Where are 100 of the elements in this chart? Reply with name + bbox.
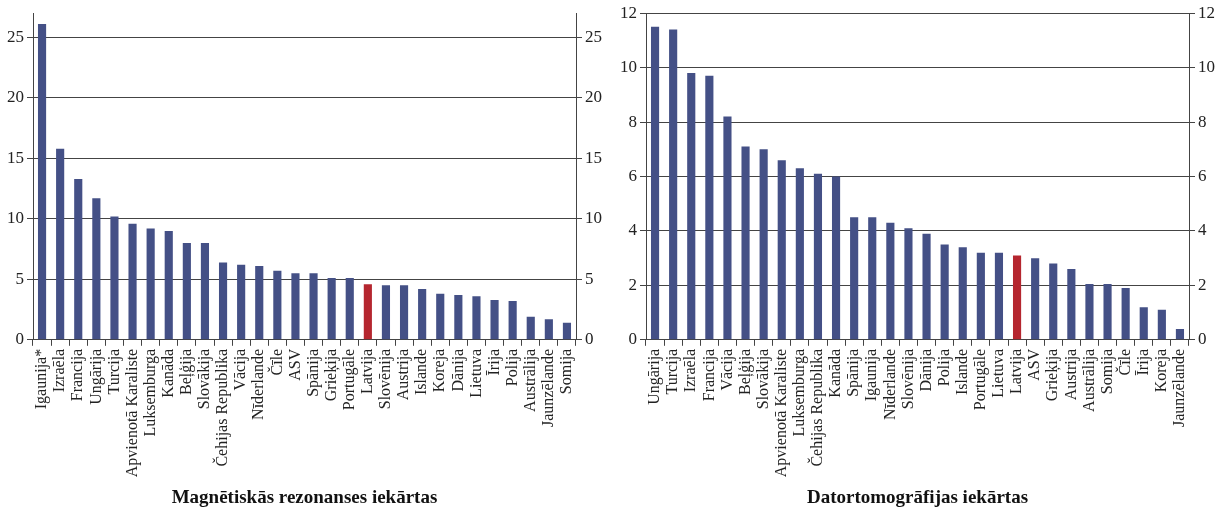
bar [958, 247, 967, 340]
y2-tick-label: 4 [1198, 220, 1207, 240]
x-tick-label: Spānija [844, 348, 863, 397]
bar [363, 284, 372, 340]
bar [291, 273, 300, 340]
bar [436, 293, 445, 340]
bar [508, 301, 517, 340]
bar [759, 149, 768, 340]
y2-tick-label: 10 [585, 208, 602, 228]
bar [490, 299, 499, 340]
bar [813, 173, 823, 340]
bar [1175, 328, 1185, 340]
bar [309, 273, 318, 340]
y2-tick-label: 5 [585, 268, 594, 288]
y2-tick-label: 0 [1198, 329, 1207, 349]
y-tick-label: 5 [15, 268, 24, 288]
bar [218, 262, 228, 340]
bar [273, 270, 282, 340]
bar [472, 296, 481, 340]
bar [904, 228, 913, 340]
bar [345, 278, 354, 340]
y-tick-label: 25 [7, 26, 24, 46]
x-tick-label: Islande [412, 348, 430, 395]
bar [37, 24, 47, 340]
y-tick-label: 0 [628, 329, 637, 349]
bar [687, 73, 696, 340]
bar [74, 178, 83, 340]
bar [650, 26, 660, 340]
bar [146, 228, 155, 340]
x-tick-label: Turcija [663, 348, 682, 395]
x-tick-label: Īrija [1133, 348, 1152, 376]
x-tick-label: Vācija [717, 348, 736, 391]
bar [976, 252, 985, 340]
y-tick-label: 8 [628, 111, 637, 131]
x-tick-label: Dānija [448, 348, 467, 392]
bar [1139, 307, 1148, 340]
text: Magnētiskās rezonanses iekārtas [171, 485, 438, 507]
bar [777, 160, 786, 340]
x-tick-label: Beļģija [735, 348, 754, 396]
bar [1085, 284, 1094, 340]
y-tick-label: 0 [15, 329, 24, 349]
x-tick-label: Apvienotā Karaliste [122, 348, 141, 478]
bar [994, 252, 1004, 340]
x-tick-label: Čehijas Republika [212, 348, 232, 467]
x-tick-label: Austrālija [1079, 348, 1098, 412]
x-tick-label: Dānija [916, 348, 935, 392]
x-tick-label: Francija [699, 348, 718, 402]
x-tick-label: Latvija [1007, 348, 1026, 395]
bar [868, 217, 877, 340]
x-tick-label: Nīderlande [880, 348, 898, 420]
x-tick-label: Slovēnija [898, 348, 917, 410]
x-tick-label: Apvienotā Karaliste [771, 348, 790, 478]
bar [705, 75, 714, 340]
x-tick-label: Īrija [484, 348, 503, 376]
x-tick-label: Nīderlande [249, 348, 267, 420]
x-tick-label: Čehijas Republika [807, 348, 827, 467]
y2-tick-label: 20 [585, 87, 602, 107]
x-tick-label: Luksemburga [790, 348, 809, 437]
bar [562, 322, 572, 340]
x-tick-label: Austrija [1061, 348, 1080, 401]
bar [381, 285, 391, 340]
x-tick-label: Slovēnija [376, 348, 395, 410]
x-tick-label: Islande [952, 348, 970, 395]
y2-tick-label: 2 [1198, 274, 1207, 294]
y2-tick-label: 15 [585, 147, 602, 167]
x-tick-label: Izraēla [681, 348, 699, 393]
bar [723, 116, 732, 340]
y-tick-label: 12 [620, 2, 637, 22]
bar [110, 216, 119, 340]
bar [940, 244, 949, 340]
bar [399, 285, 409, 340]
bar [1157, 309, 1166, 340]
y-tick-label: 4 [628, 220, 638, 240]
y-tick-label: 10 [7, 208, 24, 228]
x-tick-label: Francija [68, 348, 87, 402]
bar [92, 198, 101, 340]
bar [850, 217, 859, 340]
bar [164, 230, 173, 340]
y-tick-label: 20 [7, 87, 24, 107]
bar [669, 29, 678, 340]
text: Datortomogrāfijas iekārtas [806, 485, 1029, 507]
x-tick-label: Jaunzēlande [1170, 348, 1188, 427]
x-tick-label: Slovākija [195, 348, 214, 410]
x-tick-label: Igaunija* [32, 348, 51, 410]
x-tick-label: Somija [1097, 348, 1116, 395]
bar [526, 316, 535, 340]
bar [886, 222, 895, 340]
bar [1103, 284, 1112, 340]
bar [795, 168, 804, 340]
y2-tick-label: 25 [585, 26, 602, 46]
x-tick-label: Latvija [358, 348, 377, 395]
x-tick-label: Koreja [1152, 348, 1171, 393]
x-tick-label: ASV [285, 348, 303, 381]
bar [1031, 258, 1040, 340]
x-tick-label: Koreja [430, 348, 449, 393]
x-tick-label: Spānija [303, 348, 322, 397]
x-tick-label: Austrija [394, 348, 413, 401]
y-tick-label: 2 [628, 274, 637, 294]
x-tick-label: Lietuva [989, 348, 1007, 398]
bar [56, 148, 65, 340]
